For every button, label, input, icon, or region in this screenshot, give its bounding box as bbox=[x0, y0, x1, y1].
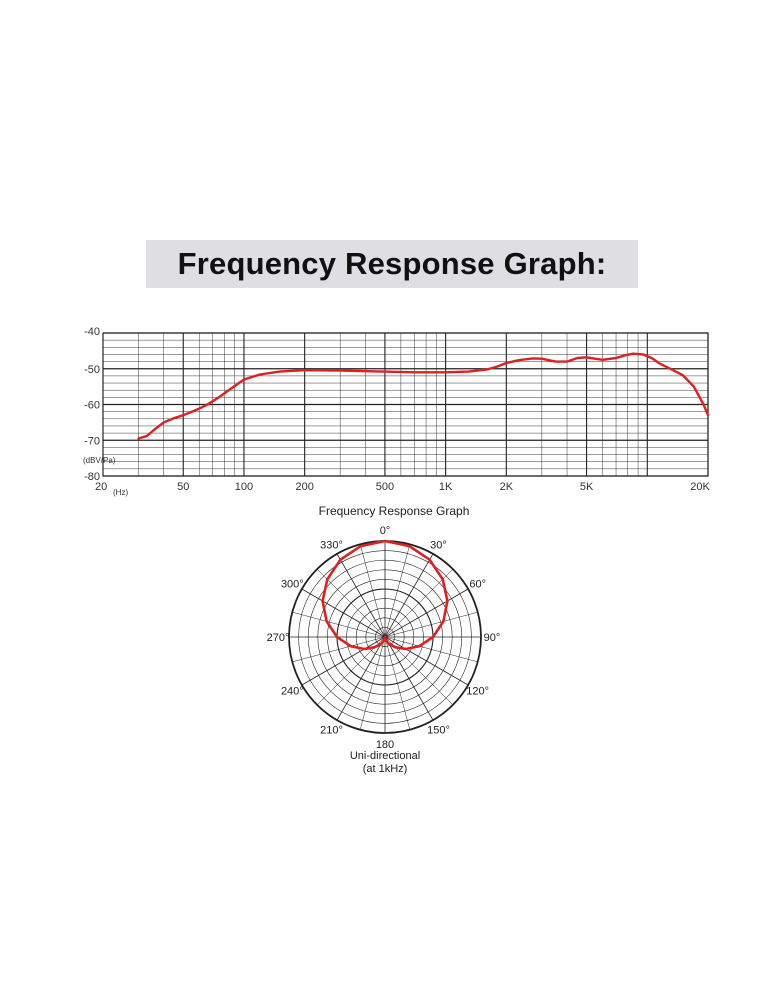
x-tick-label: 200 bbox=[295, 481, 313, 493]
frequency-response-line bbox=[137, 352, 710, 440]
polar-spoke bbox=[359, 636, 386, 730]
polar-spoke bbox=[292, 636, 386, 663]
polar-spoke bbox=[384, 588, 469, 638]
polar-angle-labels: 0° 30° 60° 90° 120° 150° 180 210° 240° 270° 300° 33… bbox=[267, 525, 501, 751]
polar-pattern-line bbox=[321, 539, 449, 651]
polar-spoke bbox=[292, 611, 386, 638]
polar-spoke bbox=[336, 636, 386, 721]
polar-angle-label: 120° bbox=[466, 686, 489, 698]
x-axis-unit-label: (Hz) bbox=[113, 488, 128, 497]
polar-angle-label: 150° bbox=[427, 725, 450, 737]
x-tick-label: 1K bbox=[439, 481, 453, 493]
x-tick-label: 500 bbox=[376, 481, 394, 493]
page-title-banner: Frequency Response Graph: bbox=[146, 240, 638, 288]
y-axis-unit-label: (dBV/Pa) bbox=[83, 456, 116, 465]
polar-angle-label: 240° bbox=[281, 686, 304, 698]
polar-angle-label: 60° bbox=[469, 579, 486, 591]
polar-spoke bbox=[384, 636, 469, 686]
y-tick-label: -50 bbox=[84, 364, 100, 376]
polar-subtitle: (at 1kHz) bbox=[363, 763, 408, 775]
polar-angle-label: 210° bbox=[320, 725, 343, 737]
polar-spoke bbox=[336, 553, 386, 638]
x-tick-label: 2K bbox=[500, 481, 514, 493]
polar-spoke bbox=[316, 568, 386, 638]
polar-angle-label: 300° bbox=[281, 579, 304, 591]
x-tick-label: 50 bbox=[177, 481, 189, 493]
polar-title: Uni-directional bbox=[350, 750, 420, 762]
polar-spoke bbox=[384, 611, 478, 638]
y-tick-label: -70 bbox=[84, 435, 100, 447]
polar-spoke bbox=[384, 568, 454, 638]
polar-spoke bbox=[359, 544, 386, 638]
y-tick-label: -40 bbox=[84, 326, 100, 338]
polar-spoke bbox=[384, 553, 434, 638]
polar-angle-label: 0° bbox=[380, 525, 391, 537]
polar-spoke bbox=[301, 636, 386, 686]
polar-angle-label: 90° bbox=[484, 632, 501, 644]
polar-spoke bbox=[384, 636, 478, 663]
polar-grid bbox=[288, 540, 482, 734]
polar-spoke bbox=[384, 636, 411, 730]
chart-title: Frequency Response Graph bbox=[319, 504, 470, 518]
polar-angle-label: 270° bbox=[267, 632, 290, 644]
x-tick-label: 5K bbox=[580, 481, 594, 493]
x-tick-label: 20 bbox=[95, 481, 107, 493]
x-tick-label: 100 bbox=[235, 481, 253, 493]
x-tick-label: 20K bbox=[690, 481, 710, 493]
polar-spoke bbox=[301, 588, 386, 638]
polar-spoke bbox=[384, 544, 411, 638]
y-tick-label: -80 bbox=[84, 471, 100, 483]
polar-angle-label: 30° bbox=[430, 539, 447, 551]
polar-spoke bbox=[384, 636, 434, 721]
page-title: Frequency Response Graph: bbox=[177, 246, 607, 281]
polar-angle-label: 180 bbox=[376, 739, 394, 751]
chart-grid bbox=[102, 332, 709, 477]
polar-angle-label: 330° bbox=[320, 539, 343, 551]
y-tick-label: -60 bbox=[84, 400, 100, 412]
plot-frame bbox=[102, 332, 709, 477]
